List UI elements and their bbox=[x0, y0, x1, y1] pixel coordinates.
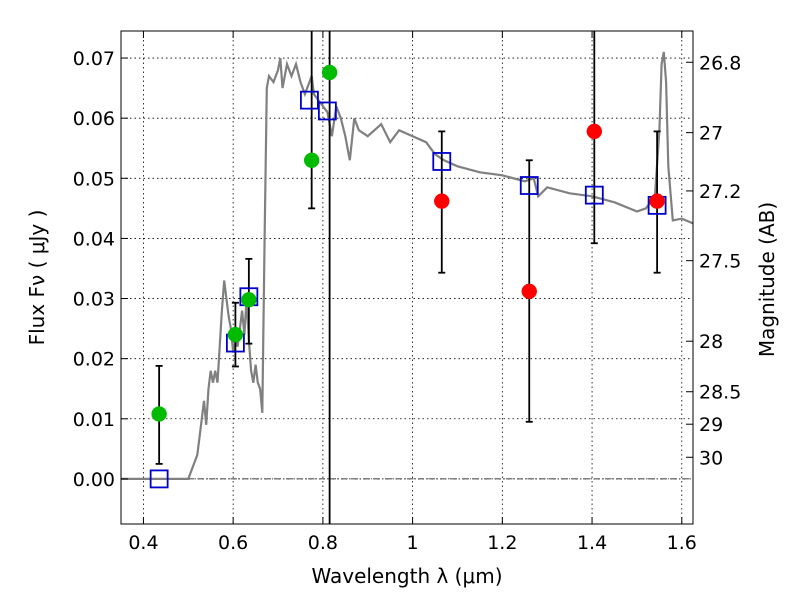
right-tick-label: 29 bbox=[699, 414, 723, 436]
y-tick-label: 0.05 bbox=[73, 168, 115, 190]
red-point bbox=[586, 123, 603, 140]
x-tick-label: 1.2 bbox=[487, 532, 517, 554]
y-tick-label: 0.06 bbox=[73, 108, 115, 130]
green-point bbox=[321, 64, 338, 81]
green-point bbox=[303, 152, 320, 169]
right-tick-label: 27.5 bbox=[699, 251, 741, 273]
model-square bbox=[432, 152, 452, 171]
red-point bbox=[521, 283, 538, 300]
x-tick-label: 0.6 bbox=[218, 532, 248, 554]
y-tick-label: 0.07 bbox=[73, 48, 115, 70]
model-spectrum-line bbox=[121, 51, 694, 480]
model-square bbox=[519, 176, 539, 195]
model-square bbox=[317, 101, 337, 121]
tick-labels: 0.4 0.6 0.8 1 1.2 1.4 1.6 0.00 0.01 0.02 0.03 0.04 0… bbox=[73, 48, 742, 554]
x-tick-label: 1.6 bbox=[667, 532, 697, 554]
x-tick-label: 1.4 bbox=[577, 532, 607, 554]
y-tick-label: 0.01 bbox=[73, 409, 115, 431]
y-tick-label: 0.00 bbox=[73, 469, 115, 491]
right-tick-label: 27 bbox=[699, 123, 723, 145]
right-tick-label: 30 bbox=[699, 447, 723, 469]
grid-lines bbox=[121, 31, 693, 524]
right-tick-label: 28.5 bbox=[699, 382, 741, 404]
x-axis-label: Wavelength λ (μm) bbox=[311, 564, 502, 588]
y-tick-label: 0.03 bbox=[73, 289, 115, 311]
y-axis-label: Flux Fν ( μJy ) bbox=[25, 210, 49, 346]
model-square bbox=[584, 185, 604, 205]
model-photometry-squares bbox=[149, 90, 667, 489]
detection-markers bbox=[151, 64, 665, 422]
y-tick-label: 0.02 bbox=[73, 349, 115, 371]
right-tick-label: 26.8 bbox=[699, 52, 741, 74]
x-tick-label: 0.4 bbox=[128, 532, 158, 554]
right-axis-label: Magnitude (AB) bbox=[755, 202, 779, 357]
green-point bbox=[227, 326, 244, 343]
red-point bbox=[649, 193, 665, 209]
green-point bbox=[241, 291, 257, 308]
x-tick-label: 1 bbox=[407, 532, 419, 554]
plot-frame bbox=[120, 30, 694, 525]
model-square bbox=[300, 90, 319, 110]
model-square bbox=[149, 469, 169, 489]
axis-ticks bbox=[121, 31, 693, 524]
right-tick-label: 28 bbox=[699, 331, 723, 353]
x-tick-label: 0.8 bbox=[308, 532, 338, 554]
red-point bbox=[434, 193, 450, 209]
error-bars bbox=[155, 31, 661, 524]
green-point bbox=[151, 406, 167, 422]
right-tick-label: 27.2 bbox=[699, 181, 741, 203]
y-tick-label: 0.04 bbox=[73, 228, 115, 250]
